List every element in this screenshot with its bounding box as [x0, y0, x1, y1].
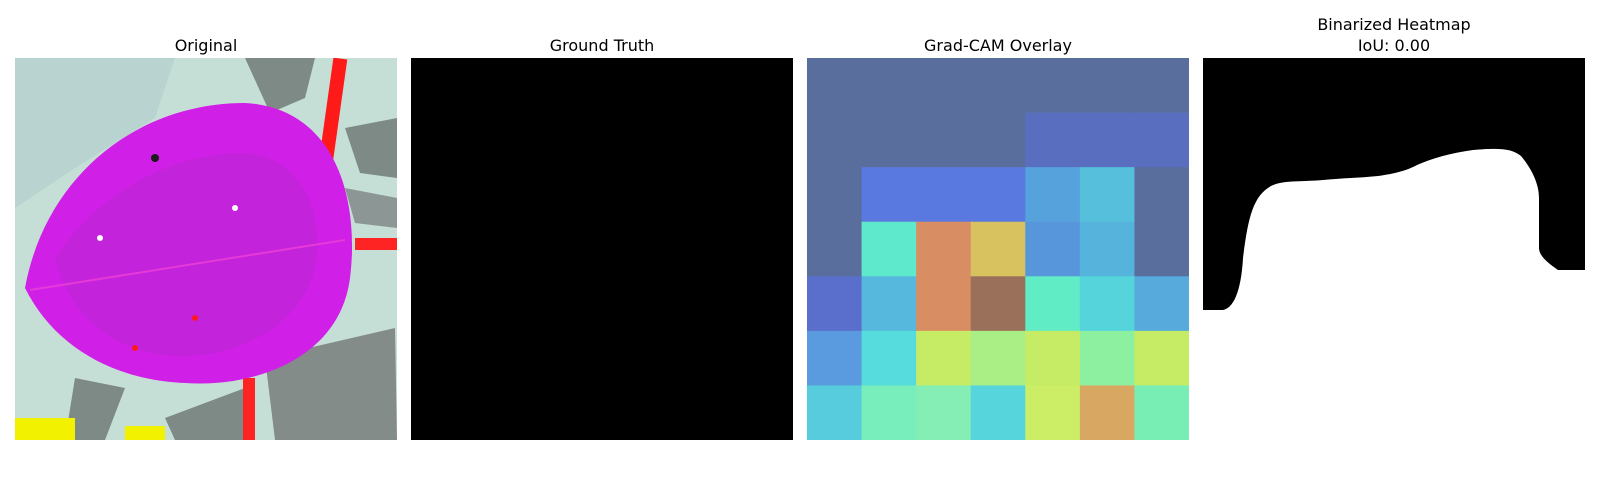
heatmap-cell — [916, 112, 972, 168]
heatmap-cell — [1025, 58, 1081, 114]
heatmap-cell — [1079, 276, 1135, 332]
leaf-spot — [132, 345, 138, 351]
heatmap-cell — [970, 276, 1026, 332]
heatmap-cell — [1134, 112, 1189, 168]
heatmap-cell — [1025, 385, 1081, 440]
binarized-panel-title: Binarized Heatmap IoU: 0.00 — [1203, 14, 1585, 56]
heatmap-cell — [1025, 221, 1081, 277]
heatmap-cell — [916, 276, 972, 332]
gradcam-panel-title: Grad-CAM Overlay — [924, 36, 1072, 55]
heatmap-cell — [807, 167, 863, 223]
heatmap-cell — [807, 276, 863, 332]
red-stem-streak — [243, 378, 255, 440]
heatmap-cell — [916, 221, 972, 277]
heatmap-cell — [861, 112, 917, 168]
original-image-drawing — [15, 58, 397, 440]
leaf-inner — [55, 153, 318, 357]
heatmap-cell — [970, 330, 1026, 386]
binarized-title-line: Binarized Heatmap — [1317, 15, 1471, 34]
heatmap-cell — [1079, 221, 1135, 277]
binarized-heatmap — [1203, 58, 1585, 440]
gradcam-heatmap-grid — [807, 58, 1189, 440]
leaf-midrib — [29, 239, 346, 291]
shadow-blob — [345, 118, 397, 178]
heatmap-cell — [1025, 167, 1081, 223]
leaf-spot — [232, 205, 238, 211]
heatmap-cell — [1134, 276, 1189, 332]
heatmap-cell — [970, 112, 1026, 168]
heatmap-cell — [807, 385, 863, 440]
heatmap-cell — [861, 385, 917, 440]
heatmap-cell — [970, 167, 1026, 223]
heatmap-cell — [1079, 330, 1135, 386]
heatmap-cell — [970, 58, 1026, 114]
shadow-blob — [345, 188, 397, 228]
original-panel-title: Original — [174, 36, 238, 55]
heatmap-cell — [861, 167, 917, 223]
leaf-spot — [97, 235, 103, 241]
heatmap-cell — [1134, 330, 1189, 386]
ground-truth-mask — [411, 58, 793, 440]
heatmap-cell — [1079, 58, 1135, 114]
heatmap-cell — [1079, 167, 1135, 223]
shadow-blob — [245, 58, 315, 113]
leaf-spot — [192, 315, 198, 321]
heatmap-cell — [1079, 112, 1135, 168]
mask-background — [1203, 58, 1585, 310]
leaf-spot — [151, 154, 159, 162]
ground-truth-panel-title: Ground Truth — [549, 36, 655, 55]
red-stem-streak — [355, 238, 397, 250]
heatmap-cell — [861, 276, 917, 332]
heatmap-cell — [1134, 167, 1189, 223]
background-leaf-shape — [15, 58, 175, 208]
heatmap-cell — [1134, 58, 1189, 114]
heatmap-cell — [916, 167, 972, 223]
heatmap-cell — [970, 221, 1026, 277]
heatmap-cell — [916, 385, 972, 440]
heatmap-cell — [861, 221, 917, 277]
heatmap-cell — [1134, 385, 1189, 440]
binarized-mask-drawing — [1203, 58, 1585, 440]
heatmap-cell — [1025, 276, 1081, 332]
shadow-blob — [65, 378, 125, 440]
heatmap-cell — [916, 330, 972, 386]
heatmap-cell — [807, 330, 863, 386]
heatmap-cell — [807, 58, 863, 114]
heatmap-cell — [1025, 112, 1081, 168]
yellow-patch — [125, 426, 165, 440]
heatmap-cell — [861, 330, 917, 386]
heatmap-cell — [1079, 385, 1135, 440]
heatmap-cell — [807, 221, 863, 277]
yellow-patch — [15, 418, 75, 440]
iou-label: IoU: 0.00 — [1357, 36, 1431, 55]
heatmap-cell — [1134, 221, 1189, 277]
heatmap-cell — [807, 112, 863, 168]
original-image — [15, 58, 397, 440]
heatmap-cell — [970, 385, 1026, 440]
heatmap-cell — [1025, 330, 1081, 386]
heatmap-cell — [861, 58, 917, 114]
heatmap-cell — [916, 58, 972, 114]
gradcam-overlay — [807, 58, 1189, 440]
shadow-blob — [165, 388, 255, 440]
